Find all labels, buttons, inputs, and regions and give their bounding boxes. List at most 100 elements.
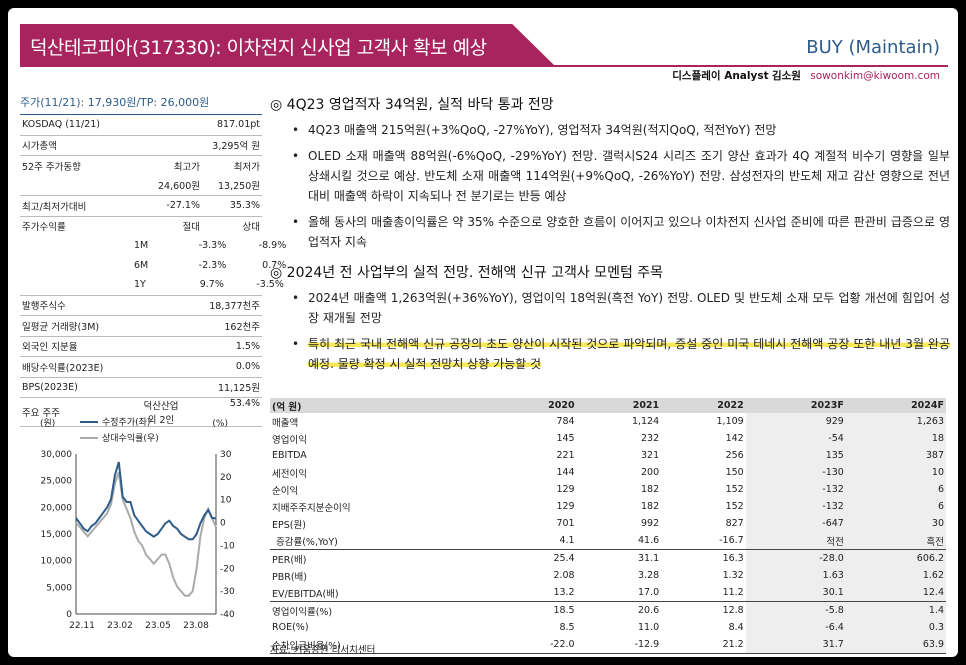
table-cell: 1.4: [845, 601, 946, 619]
table-cell: 144: [556, 467, 575, 478]
table-cell: 606.2: [845, 549, 946, 567]
table-row: PBR(배) 2.08 3.28 1.32 1.63 1.62: [270, 567, 946, 584]
table-cell: 11.2: [722, 587, 744, 598]
report-title: 덕산테코피아(317330): 이차전지 신사업 고객사 확보 예상: [30, 37, 487, 59]
y-left-tick: 20,000: [41, 503, 73, 513]
stat-row: BPS(2023E) 11,125원: [20, 378, 262, 398]
table-row: 영업이익률(%) 18.5 20.6 12.8 -5.8 1.4: [270, 601, 946, 619]
report-page: 덕산테코피아(317330): 이차전지 신사업 고객사 확보 예상 BUY (…: [8, 8, 958, 657]
stat-value-1: [122, 119, 200, 130]
stat-row: 24,600원 13,250원: [20, 176, 262, 196]
y-right-tick: -10: [220, 541, 235, 551]
table-cell: 3.28: [638, 570, 660, 581]
y-right-tick: -30: [220, 587, 235, 597]
analyst-email[interactable]: sowonkim@kiwoom.com: [810, 70, 940, 82]
table-cell: 세전이익: [272, 468, 307, 480]
stat-label: 주요 주주: [22, 408, 60, 419]
stat-value-1: [122, 298, 200, 312]
table-header: 2021: [576, 398, 662, 413]
stat-value-1: [122, 380, 200, 394]
table-cell: 145: [556, 433, 575, 444]
stat-value-1: 절대: [182, 222, 200, 234]
section-2: ◎ 2024년 전 사업부의 실적 전망. 전해액 신규 고객사 모멘텀 주목 …: [270, 262, 950, 374]
stat-value-2: 11,125원: [218, 383, 260, 395]
stat-row: 발행주식수 18,377천주: [20, 296, 262, 316]
stat-row: 배당수익률(2023E) 0.0%: [20, 357, 262, 378]
table-cell: 12.4: [845, 584, 946, 602]
y-right-label: (%): [212, 419, 228, 429]
stat-value-2: 1.5%: [235, 340, 260, 352]
legend-label: 수정주가(좌): [102, 417, 150, 428]
stat-value-1: 9.7%: [199, 279, 224, 291]
stat-value-2: 13,250원: [218, 181, 260, 193]
table-cell: EV/EBITDA(배): [272, 588, 339, 600]
y-right-tick: -40: [220, 610, 235, 620]
analyst-info: 디스플레이 Analyst 김소원 sowonkim@kiwoom.com: [672, 68, 940, 83]
table-cell: 18.5: [494, 601, 577, 619]
table-cell: -12.9: [576, 636, 662, 654]
table-cell: -132: [745, 481, 846, 498]
stat-value-2: 0.0%: [235, 361, 260, 373]
table-cell: 152: [725, 484, 744, 495]
table-row: EPS(원) 701 992 827 -647 30: [270, 515, 946, 532]
table-cell: -132: [745, 498, 846, 515]
stock-stats: KOSDAQ (11/21) 817.01pt 시가총액 3,295억 원 52주 주가…: [20, 115, 286, 427]
table-cell: 1.32: [722, 570, 744, 581]
stat-value-1: -2.3%: [198, 259, 227, 271]
stat-value-2: -3.5%: [256, 279, 284, 291]
bullet-item: OLED 소재 매출액 88억원(-6%QoQ, -29%YoY) 전망. 갤럭…: [270, 146, 950, 206]
table-cell: 41.6: [638, 535, 660, 546]
stat-value-1: [122, 319, 200, 333]
stat-row: 외국인 지분율 1.5%: [20, 337, 262, 357]
table-row: 순이익 129 182 152 -132 6: [270, 481, 946, 498]
stat-value-2: 817.01pt: [217, 119, 260, 131]
stat-row: 6M -2.3% 0.7%: [20, 256, 286, 276]
table-header: 2023F: [745, 398, 846, 413]
stat-label: KOSDAQ (11/21): [22, 119, 100, 131]
table-cell: 784: [556, 416, 575, 427]
series-adjusted-price-line: [75, 461, 217, 541]
x-tick: 23.08: [183, 621, 209, 631]
table-cell: 150: [725, 467, 744, 478]
stat-label: 배당수익률(2023E): [22, 362, 104, 374]
stat-label: 6M: [134, 259, 149, 271]
table-row: ROE(%) 8.5 11.0 8.4 -6.4 0.3: [270, 619, 946, 636]
table-cell: 31.7: [745, 636, 846, 654]
stat-value-2: 최저가: [233, 161, 260, 173]
table-source: 자료: 키움증권 리서치센터: [270, 645, 376, 656]
table-header: 2024F: [845, 398, 946, 413]
table-cell: 영업이익: [272, 434, 307, 446]
table-cell: 4.1: [559, 535, 575, 546]
table-cell: -647: [745, 515, 846, 532]
table-cell: 929: [745, 413, 846, 430]
stat-label: 최고/최저가대비: [22, 201, 87, 213]
table-row: 영업이익 145 232 142 -54 18: [270, 430, 946, 447]
table-cell: 영업이익률(%): [270, 601, 495, 619]
stat-value-1: 덕산산업 외 2인: [143, 401, 179, 426]
stat-value-1: -3.3%: [198, 240, 227, 252]
stat-label: 발행주식수: [22, 301, 66, 313]
stat-row: 주요 주주 덕산산업 외 2인 53.4%: [20, 398, 262, 427]
table-cell: 매출액: [272, 417, 299, 429]
stat-value-2: 3,295억 원: [212, 141, 260, 153]
table-cell: 20.6: [576, 601, 662, 619]
table-cell: 1,109: [716, 416, 744, 427]
table-cell: 152: [725, 501, 744, 512]
stat-label: 1Y: [134, 279, 146, 291]
table-cell: 129: [556, 484, 575, 495]
y-left-tick: 10,000: [41, 557, 73, 567]
table-cell: 16.3: [661, 549, 746, 567]
stat-row: 52주 주가동향 최고가 최저가: [20, 156, 262, 176]
bullet-item: 4Q23 매출액 215억원(+3%QoQ, -27%YoY), 영업적자 34…: [270, 120, 950, 140]
table-cell: 1,124: [631, 416, 660, 427]
analyst-label: 디스플레이 Analyst: [672, 70, 769, 82]
table-cell: 6: [845, 481, 946, 498]
bullet-item: 2024년 매출액 1,263억원(+36%YoY), 영업이익 18억원(흑전…: [270, 288, 950, 328]
stock-price-chart: (원) (%) 수정주가(좌) 상대수익률(우) 30,000 25,000 20,000 1…: [40, 417, 235, 631]
stat-label: BPS(2023E): [22, 381, 78, 393]
table-row: 매출액 784 1,124 1,109 929 1,263: [270, 413, 946, 430]
table-cell: -28.0: [745, 549, 846, 567]
legend-label: 상대수익률(우): [102, 432, 159, 444]
y-left-tick: 0: [66, 610, 72, 620]
stat-row: 1M -3.3% -8.9%: [20, 236, 286, 256]
